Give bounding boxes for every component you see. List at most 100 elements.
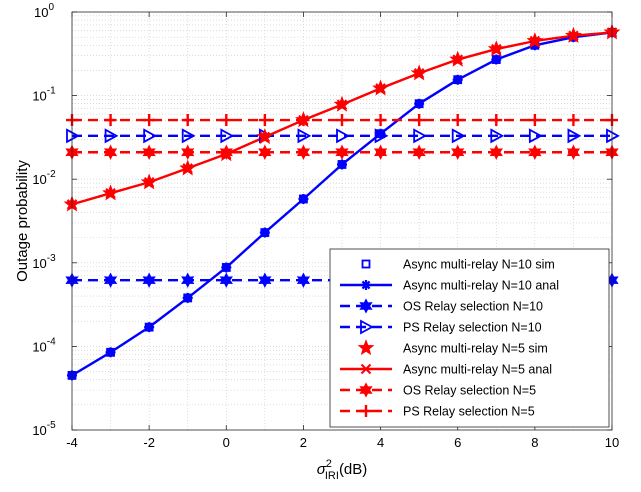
legend-marker-1: [361, 280, 371, 290]
legend-marker-2: [359, 298, 373, 314]
y-axis-label: Outage probability: [14, 160, 31, 282]
series-3-point: [181, 128, 196, 144]
series-1-point: [144, 322, 155, 333]
legend-label-1: Async multi-relay N=10 anal: [403, 279, 559, 293]
y-tick-exp: -4: [47, 336, 56, 347]
series-7-point: [336, 114, 348, 127]
series-5-point: [336, 99, 348, 110]
y-tick-exp: -3: [47, 253, 56, 264]
series-5-point: [491, 43, 502, 55]
series-3-point: [413, 128, 428, 144]
series-6-point: [373, 144, 388, 160]
series-5-point: [375, 83, 386, 94]
series-5-point: [452, 54, 463, 65]
legend-label-4: Async multi-relay N=5 sim: [403, 342, 548, 356]
series-6-point: [489, 144, 503, 160]
y-tick-exp: -1: [47, 86, 56, 97]
series-7-point: [181, 114, 194, 127]
x-tick-label: 6: [454, 435, 461, 450]
series-1-point: [298, 193, 309, 204]
series-1-point: [414, 98, 425, 109]
legend-label-0: Async multi-relay N=10 sim: [403, 258, 555, 272]
x-tick-label: 4: [377, 435, 384, 450]
series-7-point: [297, 114, 310, 127]
series-1-point: [452, 74, 463, 85]
series-1-point: [491, 54, 502, 65]
y-tick-exp: 0: [48, 2, 54, 13]
y-tick-base: 10: [32, 339, 46, 354]
x-axis-label-symbol: σ: [317, 461, 327, 478]
x-axis-label-unit: (dB): [339, 461, 367, 478]
series-1-point: [221, 262, 232, 273]
x-tick-label: 8: [531, 435, 538, 450]
series-7-point: [413, 114, 426, 127]
x-tick-label: -4: [66, 435, 78, 450]
y-tick-base: 10: [32, 172, 46, 187]
series-3-point: [374, 128, 389, 144]
x-axis-label-sub: IRI: [325, 470, 339, 482]
series-7-point: [374, 114, 387, 127]
series-7-point: [528, 114, 541, 127]
series-3-point: [606, 128, 620, 144]
series-1-point: [529, 40, 540, 51]
legend-marker-7: [360, 405, 372, 417]
y-tick-exp: -2: [47, 169, 56, 180]
series-6-point: [258, 144, 272, 160]
y-tick-label: 10-4: [32, 336, 56, 354]
legend-label-5: Async multi-relay N=5 anal: [403, 363, 552, 377]
plot-frame: [71, 11, 613, 431]
series-6-point: [296, 144, 311, 160]
series-7-point: [104, 114, 117, 127]
series-6-point: [103, 144, 118, 160]
x-tick-label: 0: [223, 435, 230, 450]
series-6-point: [528, 144, 542, 160]
series-7-point: [451, 114, 464, 127]
series-5-point: [182, 163, 193, 174]
series-1-point: [337, 159, 347, 170]
y-tick-label: 100: [34, 2, 54, 20]
legend-label-2: OS Relay selection N=10: [403, 300, 543, 314]
y-tick-label: 10-2: [32, 169, 56, 187]
series-2-point: [103, 272, 118, 288]
series-7-point: [258, 114, 271, 127]
series-6-point: [335, 144, 349, 160]
series-3-point: [66, 128, 80, 144]
series-7-point: [490, 114, 503, 127]
series-1-point: [375, 128, 386, 139]
series-5-point: [259, 131, 271, 143]
series-1-point: [105, 347, 116, 358]
series-2-point: [296, 272, 311, 288]
y-tick-base: 10: [32, 256, 46, 271]
series-5-point: [529, 35, 541, 47]
legend-marker-0: [361, 259, 371, 269]
series-6-point: [219, 144, 233, 160]
series-5-point: [143, 177, 155, 188]
x-tick-label: 2: [300, 435, 307, 450]
series-1-point: [259, 227, 270, 238]
x-axis-ticks: -4 -2 0 2 4 6 8 10: [66, 12, 619, 450]
series-3-point: [567, 128, 582, 144]
legend-marker-5: [360, 363, 372, 375]
series-3-point: [104, 128, 119, 144]
series-7-point: [220, 114, 233, 127]
series-5-point: [105, 187, 116, 199]
series-5-point: [568, 30, 579, 41]
series-7-point: [567, 114, 580, 127]
y-tick-label: 10-5: [32, 420, 56, 438]
series-2-point: [258, 272, 272, 288]
legend-label-3: PS Relay selection N=10: [403, 321, 542, 335]
legend-label-6: OS Relay selection N=5: [403, 384, 536, 398]
series-2-point: [181, 272, 195, 288]
series-1-point: [182, 292, 193, 303]
series-7-point: [143, 114, 156, 127]
series-3-point: [336, 128, 350, 144]
series-3-point: [451, 128, 466, 144]
series-5-point: [413, 68, 425, 79]
y-tick-label: 10-3: [32, 253, 56, 271]
y-tick-base: 10: [32, 89, 46, 104]
y-tick-base: 10: [32, 423, 46, 438]
legend-marker-6: [359, 382, 373, 398]
series-3-point: [297, 128, 312, 144]
series-6-point: [181, 144, 195, 160]
